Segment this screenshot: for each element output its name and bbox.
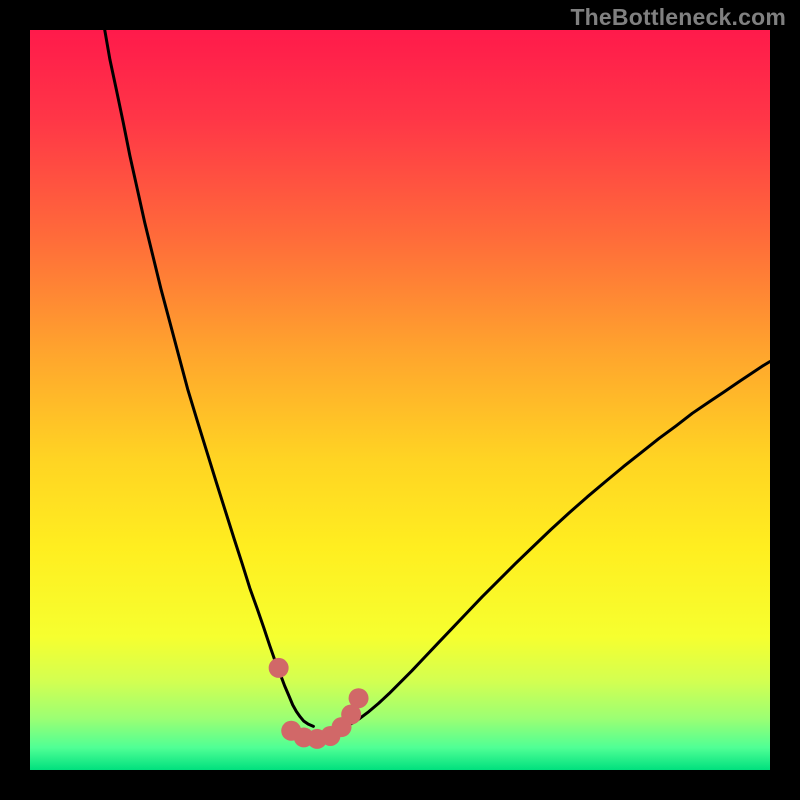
plot-area (30, 30, 770, 770)
chart-frame: TheBottleneck.com (0, 0, 800, 800)
gradient-background (30, 30, 770, 770)
marker-dot (269, 658, 289, 678)
watermark-text: TheBottleneck.com (570, 4, 786, 31)
chart-svg (30, 30, 770, 770)
marker-dot (349, 688, 369, 708)
